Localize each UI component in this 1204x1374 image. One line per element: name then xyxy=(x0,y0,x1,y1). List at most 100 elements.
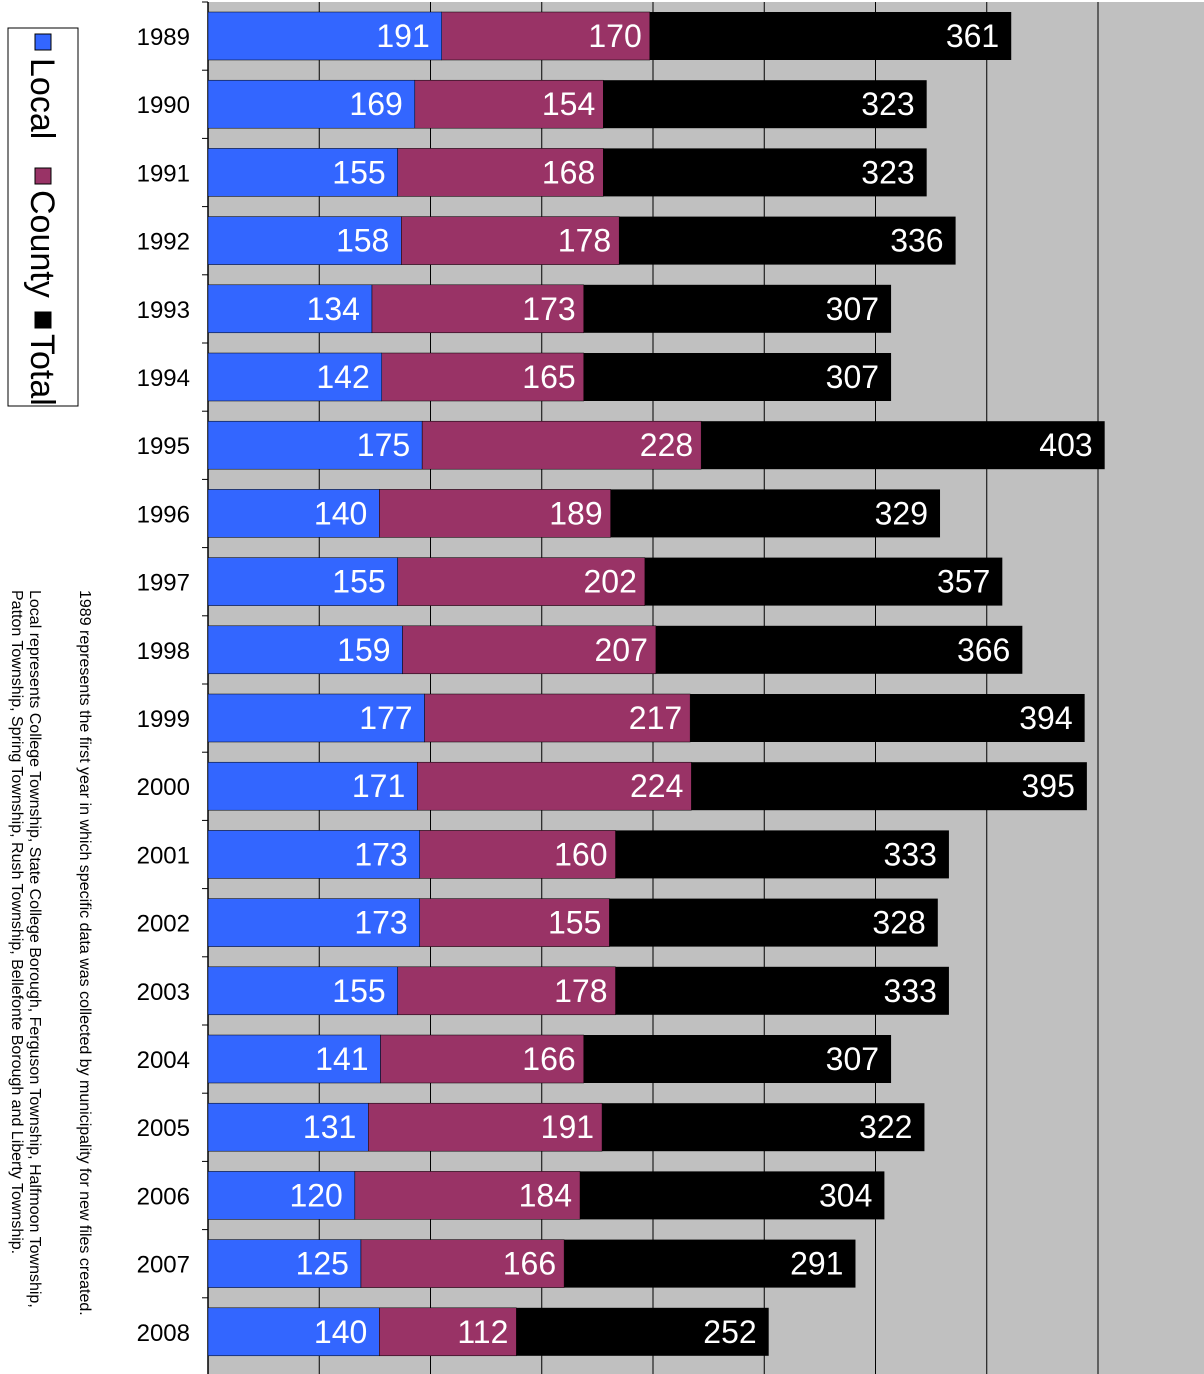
legend-label-county: County xyxy=(23,190,61,298)
bar-local-1999 xyxy=(207,693,425,743)
bar-local-1993 xyxy=(207,284,373,334)
bar-county-2004 xyxy=(380,1034,584,1084)
value-label-county-1998: 207 xyxy=(595,632,648,668)
legend-label-total: Total xyxy=(23,334,61,406)
bar-county-1993 xyxy=(371,284,584,334)
legend-swatch-local xyxy=(34,33,52,51)
bar-local-1995 xyxy=(207,420,423,470)
bar-county-2001 xyxy=(419,830,616,879)
value-label-local-2000: 171 xyxy=(352,768,405,804)
bar-local-1996 xyxy=(207,489,380,538)
value-label-county-2005: 191 xyxy=(541,1109,594,1145)
legend: Local County Total xyxy=(7,27,79,407)
value-label-total-1997: 357 xyxy=(937,564,990,600)
bar-local-1992 xyxy=(207,216,402,265)
value-label-local-1997: 155 xyxy=(332,564,385,600)
value-label-local-2004: 141 xyxy=(315,1041,368,1077)
bar-county-1997 xyxy=(397,557,646,606)
year-label-1991: 1991 xyxy=(137,160,190,187)
bar-local-2005 xyxy=(207,1102,369,1152)
bar-county-2003 xyxy=(397,966,616,1016)
plot-background xyxy=(208,2,1204,1374)
value-label-county-2007: 166 xyxy=(503,1246,556,1282)
value-label-total-1993: 307 xyxy=(826,291,879,327)
value-label-county-1996: 189 xyxy=(549,495,602,531)
bar-local-2003 xyxy=(207,966,398,1016)
year-label-1998: 1998 xyxy=(137,638,190,665)
value-label-county-1999: 217 xyxy=(629,700,682,736)
value-label-local-1996: 140 xyxy=(314,495,367,531)
value-label-local-1989: 191 xyxy=(376,18,429,54)
value-label-county-2004: 166 xyxy=(522,1041,575,1077)
legend-swatch-total xyxy=(34,311,52,329)
value-label-local-1994: 142 xyxy=(316,359,369,395)
value-label-total-2002: 328 xyxy=(872,905,925,941)
value-label-local-1995: 175 xyxy=(357,427,410,463)
value-label-local-2005: 131 xyxy=(303,1109,356,1145)
bar-local-1994 xyxy=(207,352,383,402)
value-label-total-1994: 307 xyxy=(826,359,879,395)
value-label-total-2004: 307 xyxy=(826,1041,879,1077)
value-label-local-1999: 177 xyxy=(359,700,412,736)
bar-county-1998 xyxy=(402,625,657,675)
value-label-county-2003: 178 xyxy=(554,973,607,1009)
value-label-county-1989: 170 xyxy=(588,18,641,54)
year-label-1993: 1993 xyxy=(137,297,190,324)
bar-county-1990 xyxy=(414,79,604,129)
bar-county-2002 xyxy=(419,898,610,947)
bar-county-2005 xyxy=(368,1102,603,1152)
year-label-2000: 2000 xyxy=(137,774,190,801)
year-label-1995: 1995 xyxy=(137,433,190,460)
year-label-1996: 1996 xyxy=(137,501,190,528)
legend-swatch-county xyxy=(34,167,52,185)
bar-county-2008 xyxy=(379,1307,517,1357)
year-label-2003: 2003 xyxy=(137,979,190,1006)
bar-county-2007 xyxy=(360,1239,565,1288)
value-label-local-2006: 120 xyxy=(289,1177,342,1213)
value-label-county-2000: 224 xyxy=(630,768,683,804)
year-label-2002: 2002 xyxy=(137,911,190,938)
value-label-local-1992: 158 xyxy=(336,223,389,259)
legend-box xyxy=(7,27,79,407)
year-label-2004: 2004 xyxy=(137,1047,190,1074)
bar-county-1992 xyxy=(401,216,620,265)
value-label-county-1995: 228 xyxy=(640,427,693,463)
footnote-local-definition-2: Patton Township, Spring Township, Rush T… xyxy=(8,590,25,1254)
value-label-total-2003: 333 xyxy=(884,973,937,1009)
bar-county-1999 xyxy=(424,693,691,743)
bar-local-1990 xyxy=(207,79,416,129)
footnote-first-year: 1989 represents the first year in which … xyxy=(76,590,93,1316)
value-label-local-1998: 159 xyxy=(337,632,390,668)
bar-local-1989 xyxy=(207,11,442,61)
bar-local-2007 xyxy=(207,1239,362,1288)
value-label-total-1990: 323 xyxy=(861,86,914,122)
bar-local-1991 xyxy=(207,148,398,197)
year-label-1999: 1999 xyxy=(137,706,190,733)
value-label-total-2006: 304 xyxy=(819,1177,872,1213)
bar-county-1991 xyxy=(397,148,604,197)
year-label-1989: 1989 xyxy=(137,24,190,51)
value-label-local-2002: 173 xyxy=(354,905,407,941)
year-label-1990: 1990 xyxy=(137,92,190,119)
value-label-county-1991: 168 xyxy=(542,154,595,190)
value-label-county-1990: 154 xyxy=(542,86,595,122)
bar-local-2006 xyxy=(207,1171,356,1220)
value-label-total-1992: 336 xyxy=(890,223,943,259)
bar-county-1995 xyxy=(421,420,702,470)
value-label-total-2000: 395 xyxy=(1021,768,1074,804)
value-label-local-1991: 155 xyxy=(332,154,385,190)
value-label-total-2007: 291 xyxy=(790,1246,843,1282)
value-label-total-1991: 323 xyxy=(861,154,914,190)
bar-local-2002 xyxy=(207,898,420,947)
year-label-1997: 1997 xyxy=(137,570,190,597)
year-labels: 1989 1990 1991 1992 1993 1994 1995 1996 1997 1998… xyxy=(137,24,190,1347)
bar-county-1996 xyxy=(379,489,611,538)
bar-local-2001 xyxy=(207,830,420,879)
value-label-county-2006: 184 xyxy=(519,1177,572,1213)
year-label-2005: 2005 xyxy=(137,1115,190,1142)
value-label-county-2008: 112 xyxy=(457,1314,508,1350)
value-label-local-1993: 134 xyxy=(307,291,360,327)
value-label-total-2005: 322 xyxy=(859,1109,912,1145)
value-label-total-2001: 333 xyxy=(884,836,937,872)
